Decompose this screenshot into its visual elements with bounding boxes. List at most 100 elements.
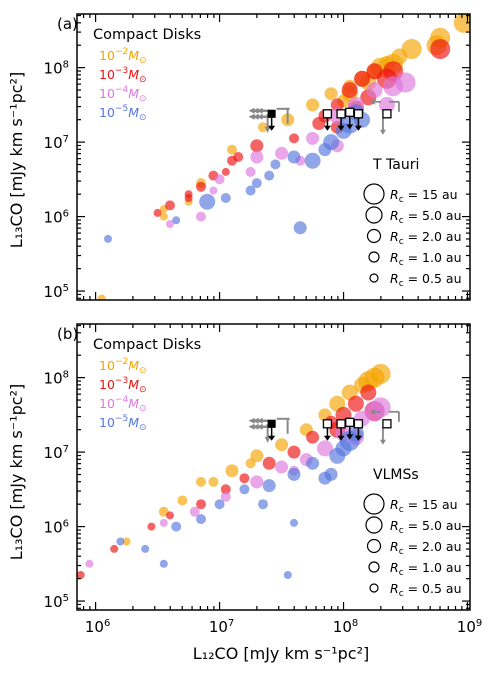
data-point-1e-4: [166, 220, 174, 228]
size-legend-marker: [369, 583, 379, 593]
data-point-1e-4: [275, 460, 289, 474]
sample-label: VLMSs: [373, 467, 419, 483]
data-point-1e-3: [250, 139, 264, 153]
data-point-1e-5: [214, 499, 225, 510]
size-legend-label: Rc = 0.5 au: [390, 581, 462, 599]
data-point-1e-5: [283, 571, 292, 579]
data-point-1e-4: [196, 211, 206, 222]
sample-label: T Tauri: [372, 157, 419, 173]
data-point-1e-4: [85, 559, 94, 568]
data-point-1e-2: [177, 495, 188, 506]
observed-upper-limit: [345, 107, 355, 130]
size-legend-marker: [368, 251, 380, 263]
y-tick-label: 105: [44, 593, 69, 611]
data-point-1e-4: [209, 186, 218, 195]
data-point-1e-3: [220, 484, 231, 495]
data-point-1e-3: [360, 384, 377, 401]
y-tick-label: 108: [44, 370, 69, 388]
data-point-1e-3: [306, 430, 320, 444]
data-point-1e-3: [153, 208, 162, 217]
observed-upper-limit: [336, 419, 346, 441]
data-point-1e-3: [221, 167, 230, 176]
size-legend-marker: [365, 206, 383, 224]
data-point-1e-2: [227, 144, 237, 155]
x-axis-title: L₁₂CO [mJy km s⁻¹pc²]: [193, 644, 369, 663]
data-point-1e-3: [77, 571, 85, 579]
data-point-1e-5: [239, 484, 250, 495]
size-legend-label: Rc = 15 au: [390, 187, 458, 205]
data-point-1e-3: [262, 456, 276, 470]
data-point-1e-2: [324, 87, 338, 101]
data-point-1e-5: [171, 521, 182, 532]
legend-entry-1e-4: 10−4M⊙: [99, 395, 147, 414]
size-legend-label: Rc = 5.0 au: [390, 518, 462, 536]
y-axis-title-bottom: L₁₃CO [mJy km s⁻¹pc²]: [7, 384, 26, 560]
data-point-1e-4: [370, 397, 391, 418]
legend-entry-1e-2: 10−2M⊙: [99, 47, 147, 66]
y-tick-label: 105: [44, 283, 69, 301]
observed-upper-limit: [353, 109, 364, 131]
size-legend-marker: [368, 561, 380, 573]
data-point-1e-2: [250, 449, 264, 463]
data-point-1e-5: [220, 193, 231, 203]
data-point-1e-5: [287, 467, 301, 481]
data-point-1e-3: [147, 522, 156, 531]
data-point-1e-4: [214, 174, 225, 185]
size-legend-marker: [365, 516, 383, 534]
observed-upper-limit: [345, 417, 355, 440]
data-point-1e-2: [97, 294, 106, 300]
data-point-1e-4: [378, 96, 395, 113]
legend-entry-1e-3: 10−3M⊙: [99, 66, 147, 85]
plot-area: [97, 14, 470, 300]
observed-upper-limit: [322, 109, 333, 131]
panel-tag: (a): [57, 15, 78, 33]
data-point-1e-3: [166, 511, 174, 520]
legend-entry-1e-3: 10−3M⊙: [99, 376, 147, 395]
x-tick-label: 107: [209, 618, 234, 636]
data-point-1e-3: [239, 473, 250, 484]
data-point-1e-3: [196, 181, 206, 192]
data-point-1e-3: [347, 395, 364, 412]
data-point-1e-3: [165, 200, 175, 211]
panel-a: 105 106 107 108 (a) Compact Disks 10−2M⊙10−3M⊙…: [44, 13, 471, 301]
legend-entry-1e-5: 10−5M⊙: [99, 104, 147, 123]
y-tick-label: 107: [44, 134, 69, 152]
data-point-1e-3: [354, 70, 371, 87]
data-point-1e-2: [196, 476, 206, 487]
data-point-1e-3: [289, 133, 299, 144]
data-point-1e-5: [196, 514, 206, 525]
data-point-1e-4: [306, 131, 320, 145]
data-point-1e-4: [395, 72, 416, 93]
data-point-1e-5: [306, 456, 320, 470]
data-point-1e-3: [330, 98, 344, 112]
data-point-1e-4: [366, 82, 383, 98]
observed-upper-limit: [322, 419, 333, 441]
x-tick-label: 106: [85, 618, 110, 636]
observed-upper-limit: [369, 98, 400, 135]
data-point-1e-2: [370, 363, 391, 384]
data-point-1e-2: [306, 98, 320, 112]
data-point-1e-4: [275, 146, 289, 160]
y-axis-title-top: L₁₃CO [mJy km s⁻¹pc²]: [7, 72, 26, 248]
size-legend-marker: [369, 273, 379, 283]
legend-entry-1e-4: 10−4M⊙: [99, 85, 147, 104]
data-point-1e-2: [401, 39, 422, 59]
data-point-1e-5: [258, 499, 268, 510]
axes-frame: [76, 13, 471, 301]
y-tick-label: 106: [44, 209, 69, 227]
data-point-1e-4: [250, 475, 264, 489]
data-point-1e-3: [227, 155, 237, 166]
data-point-1e-2: [122, 537, 131, 546]
panel-tag: (b): [57, 325, 78, 343]
legend-entry-1e-2: 10−2M⊙: [99, 357, 147, 376]
data-point-1e-4: [189, 506, 200, 517]
observed-upper-limit: [248, 417, 290, 443]
legend-title: Compact Disks: [93, 337, 201, 353]
observed-upper-limit: [353, 419, 364, 441]
data-point-1e-5: [318, 143, 332, 157]
data-point-1e-4: [316, 440, 333, 457]
legend-entry-1e-5: 10−5M⊙: [99, 414, 147, 433]
data-point-1e-5: [116, 537, 125, 546]
data-point-1e-5: [251, 178, 262, 189]
data-point-1e-2: [275, 438, 289, 452]
